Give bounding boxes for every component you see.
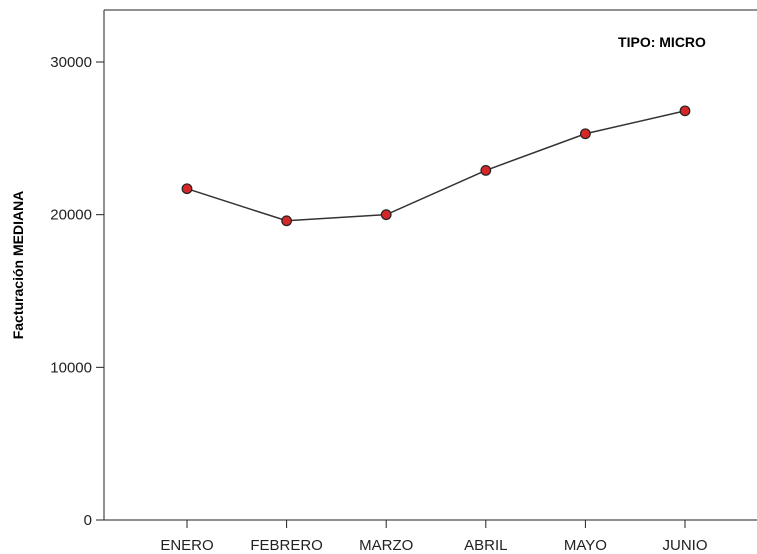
data-point-abril <box>480 164 492 176</box>
data-point-marzo <box>380 209 392 221</box>
y-axis-ticks: 0 10000 20000 30000 <box>50 54 104 529</box>
x-tick-label: MAYO <box>564 537 607 554</box>
x-tick-label: ABRIL <box>464 537 507 554</box>
x-tick-label: FEBRERO <box>250 537 323 554</box>
series-line <box>186 110 686 222</box>
data-point-junio <box>679 105 691 117</box>
data-point-mayo <box>580 128 591 140</box>
plot-frame <box>103 9 757 521</box>
series-markers <box>181 105 691 227</box>
x-tick-label: ENERO <box>160 537 213 554</box>
y-tick-label: 30000 <box>50 54 92 71</box>
x-tick-label: MARZO <box>359 537 413 554</box>
x-tick-label: JUNIO <box>663 537 708 554</box>
x-axis-ticks: ENERO FEBRERO MARZO ABRIL MAYO JUNIO <box>160 520 708 554</box>
data-point-enero <box>181 183 193 195</box>
y-tick-label: 20000 <box>50 207 92 224</box>
y-tick-label: 0 <box>84 512 92 529</box>
data-point-febrero <box>281 215 293 227</box>
chart-annotation: TIPO: MICRO <box>618 34 706 50</box>
y-tick-label: 10000 <box>50 359 92 376</box>
y-axis-title: Facturación MEDIANA <box>10 191 26 340</box>
